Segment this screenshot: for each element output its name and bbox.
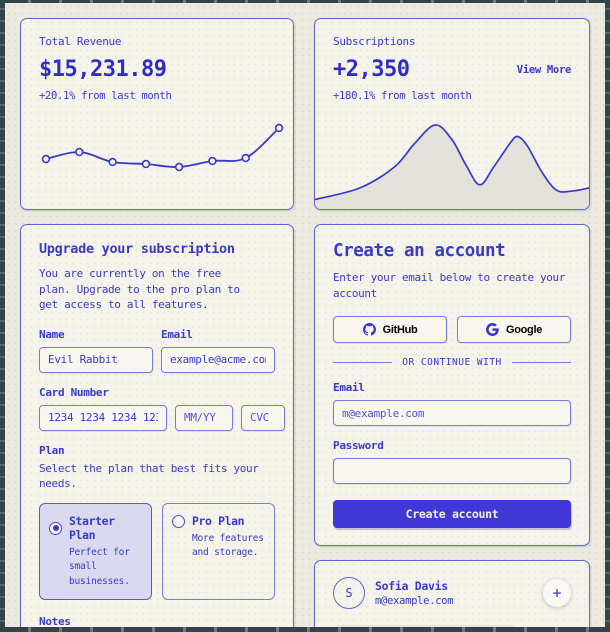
- pro-option-head: Pro Plan: [172, 514, 268, 528]
- account-email-label: Email: [333, 381, 365, 395]
- plan-options: Starter Plan Perfect for small businesse…: [39, 503, 275, 600]
- view-more-link[interactable]: View More: [516, 63, 572, 76]
- card-expiry-input[interactable]: [175, 404, 233, 431]
- or-continue-divider: OR CONTINUE WITH: [333, 357, 572, 369]
- subscriptions-area-chart: [315, 124, 589, 209]
- dashboard-page: Total Revenue $15,231.89 +20.1% from las…: [5, 3, 605, 627]
- chat-contact-name: Sofia Davis: [375, 579, 448, 593]
- starter-plan-title: Starter Plan: [69, 514, 115, 543]
- plan-option-pro[interactable]: Pro Plan More features and storage.: [162, 503, 275, 600]
- right-column: Subscriptions +2,350 View More +180.1% f…: [314, 18, 590, 627]
- subscriptions-value: +2,350: [333, 57, 410, 82]
- account-email-input[interactable]: [333, 400, 571, 427]
- starter-radio-icon[interactable]: [49, 521, 62, 535]
- plan-description: Select the plan that best fits your need…: [39, 461, 259, 491]
- revenue-value: $15,231.89: [39, 57, 167, 82]
- pro-plan-title: Pro Plan: [192, 514, 245, 529]
- upgrade-title: Upgrade your subscription: [39, 241, 235, 257]
- revenue-title: Total Revenue: [39, 35, 122, 48]
- avatar: S: [333, 577, 365, 609]
- google-button-label: Google: [505, 323, 543, 336]
- card-number-label: Card Number: [39, 385, 109, 399]
- name-label: Name: [39, 327, 65, 341]
- notes-group: Notes: [39, 615, 275, 627]
- email-label: Email: [161, 327, 193, 341]
- chat-message-bubble: [333, 625, 518, 627]
- avatar-initial: S: [345, 586, 353, 600]
- name-field-group: Name: [39, 328, 153, 373]
- email-field-group: Email: [161, 328, 275, 373]
- divider-text: OR CONTINUE WITH: [402, 357, 502, 369]
- card-number-row: [39, 404, 285, 431]
- divider-line-right: [511, 362, 572, 364]
- starter-plan-description: Perfect for small businesses.: [69, 547, 130, 587]
- chat-contact-email: m@example.com: [375, 595, 454, 607]
- subscriptions-change: +180.1% from last month: [333, 90, 472, 102]
- name-email-row: Name Email: [39, 328, 275, 373]
- starter-option-head: Starter Plan: [49, 514, 145, 542]
- create-account-button[interactable]: Create account: [333, 500, 571, 529]
- subscriptions-card: Subscriptions +2,350 View More +180.1% f…: [314, 18, 590, 210]
- account-description: Enter your email below to create your ac…: [333, 271, 566, 300]
- revenue-line-chart: [41, 123, 284, 172]
- card-cvc-input[interactable]: [241, 404, 285, 431]
- oauth-buttons: GitHub Google: [333, 316, 571, 344]
- google-icon: [485, 323, 499, 337]
- github-icon: [362, 323, 376, 336]
- github-button[interactable]: GitHub: [333, 316, 447, 344]
- name-input[interactable]: [39, 346, 153, 373]
- account-password-group: Password: [333, 439, 571, 485]
- google-button[interactable]: Google: [457, 316, 571, 344]
- add-contact-button[interactable]: +: [543, 579, 571, 607]
- plus-icon: +: [552, 583, 562, 602]
- revenue-change: +20.1% from last month: [39, 90, 172, 102]
- account-email-group: Email: [333, 381, 571, 427]
- pro-radio-icon[interactable]: [172, 514, 185, 528]
- divider-line-left: [333, 362, 393, 364]
- account-password-label: Password: [333, 439, 384, 453]
- account-password-input[interactable]: [333, 458, 571, 485]
- card-grid: Total Revenue $15,231.89 +20.1% from las…: [20, 18, 590, 627]
- plan-label: Plan: [39, 443, 65, 457]
- chat-identity: Sofia Davis m@example.com: [375, 579, 454, 607]
- upgrade-description: You are currently on the free plan. Upgr…: [39, 267, 240, 312]
- upgrade-subscription-card: Upgrade your subscription You are curren…: [20, 224, 294, 627]
- card-number-input[interactable]: [39, 404, 167, 431]
- left-column: Total Revenue $15,231.89 +20.1% from las…: [20, 18, 294, 627]
- github-button-label: GitHub: [382, 323, 418, 336]
- plan-option-starter[interactable]: Starter Plan Perfect for small businesse…: [39, 503, 152, 600]
- chat-card: S Sofia Davis m@example.com +: [314, 560, 590, 627]
- total-revenue-card: Total Revenue $15,231.89 +20.1% from las…: [20, 18, 294, 210]
- chat-header: S Sofia Davis m@example.com +: [333, 577, 571, 609]
- account-title: Create an account: [333, 241, 506, 261]
- email-input[interactable]: [161, 346, 275, 373]
- create-account-card: Create an account Enter your email below…: [314, 224, 590, 546]
- subscriptions-title: Subscriptions: [333, 35, 416, 48]
- subscriptions-value-row: +2,350 View More: [333, 57, 571, 82]
- card-number-group: Card Number: [39, 385, 285, 431]
- notes-label: Notes: [39, 614, 71, 627]
- pro-plan-description: More features and storage.: [192, 533, 264, 559]
